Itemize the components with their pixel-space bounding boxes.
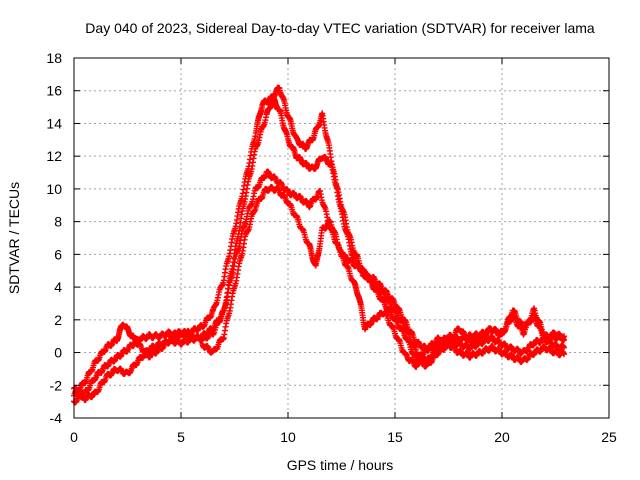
x-tick-label: 25 (601, 429, 617, 445)
data-point-marker (561, 344, 568, 351)
x-tick-label: 5 (177, 429, 185, 445)
y-tick-label: 12 (46, 148, 62, 164)
axes: 0 5 10 15 20 25 -4 -2 0 2 4 6 8 10 12 14 16 18 (46, 50, 617, 445)
y-tick-label: 10 (46, 181, 62, 197)
plot-frame (73, 57, 610, 419)
grid-lines (74, 58, 609, 418)
x-tick-label: 10 (280, 429, 296, 445)
y-tick-label: -2 (50, 377, 63, 393)
data-points (71, 84, 568, 406)
y-tick-label: -4 (50, 410, 63, 426)
y-axis-label: SDTVAR / TECUs (6, 182, 22, 294)
chart-title: Day 040 of 2023, Sidereal Day-to-day VTE… (85, 20, 595, 36)
x-axis-label: GPS time / hours (287, 457, 394, 473)
series-track-3 (71, 168, 568, 399)
y-tick-label: 16 (46, 83, 62, 99)
y-tick-label: 18 (46, 50, 62, 66)
x-tick-label: 20 (494, 429, 510, 445)
series-track-4 (199, 183, 568, 370)
y-tick-label: 6 (54, 246, 62, 262)
y-tick-label: 0 (54, 345, 62, 361)
x-tick-label: 15 (387, 429, 403, 445)
x-tick-label: 0 (70, 429, 78, 445)
data-point-marker (561, 336, 568, 343)
data-point-marker (561, 351, 568, 358)
y-tick-label: 4 (54, 279, 62, 295)
y-tick-label: 8 (54, 214, 62, 230)
y-tick-label: 2 (54, 312, 62, 328)
y-tick-label: 14 (46, 115, 62, 131)
